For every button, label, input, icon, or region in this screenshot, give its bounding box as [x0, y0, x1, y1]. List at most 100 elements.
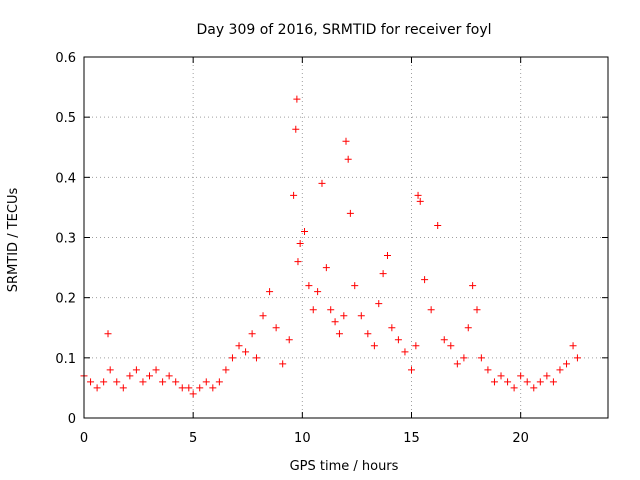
data-point: [104, 330, 112, 338]
data-point: [523, 378, 531, 386]
x-axis-label: GPS time / hours: [290, 459, 399, 474]
data-point: [252, 354, 260, 362]
data-point: [292, 125, 300, 133]
data-point: [113, 378, 121, 386]
data-point: [453, 360, 461, 368]
data-point: [351, 282, 359, 290]
data-point: [342, 137, 350, 145]
data-point: [285, 336, 293, 344]
data-point: [279, 360, 287, 368]
data-point: [318, 179, 326, 187]
data-point: [543, 372, 551, 380]
data-point: [242, 348, 250, 356]
data-point: [165, 372, 173, 380]
data-point: [401, 348, 409, 356]
data-point: [379, 270, 387, 278]
data-point: [100, 378, 108, 386]
data-point: [185, 384, 193, 392]
data-point: [119, 384, 127, 392]
data-point: [414, 191, 422, 199]
data-point: [209, 384, 217, 392]
data-point: [196, 384, 204, 392]
data-point: [484, 366, 492, 374]
data-point: [335, 330, 343, 338]
data-point: [259, 312, 267, 320]
data-point: [222, 366, 230, 374]
data-point: [309, 306, 317, 314]
data-point: [172, 378, 180, 386]
data-points: [80, 95, 581, 398]
data-point: [87, 378, 95, 386]
y-tick-label: 0.3: [55, 232, 76, 247]
data-point: [364, 330, 372, 338]
data-point: [440, 336, 448, 344]
data-point: [228, 354, 236, 362]
data-point: [322, 264, 330, 272]
data-point: [536, 378, 544, 386]
data-point: [549, 378, 557, 386]
y-axis-label: SRMTID / TECUs: [6, 188, 21, 293]
data-point: [202, 378, 210, 386]
y-tick-label: 0: [68, 412, 76, 427]
data-point: [293, 95, 301, 103]
data-point: [427, 306, 435, 314]
data-point: [473, 306, 481, 314]
data-point: [106, 366, 114, 374]
x-tick-label: 20: [512, 431, 529, 446]
data-point: [394, 336, 402, 344]
chart-title: Day 309 of 2016, SRMTID for receiver foy…: [196, 22, 491, 38]
data-point: [294, 258, 302, 266]
data-point: [497, 372, 505, 380]
data-point: [146, 372, 153, 380]
data-point: [460, 354, 468, 362]
data-point: [477, 354, 485, 362]
data-point: [573, 354, 581, 362]
data-point: [464, 324, 472, 332]
x-tick-label: 0: [80, 431, 88, 446]
x-tick-label: 15: [403, 431, 420, 446]
data-point: [517, 372, 525, 380]
plot-frame: [83, 56, 609, 419]
data-point: [152, 366, 160, 374]
data-point: [370, 342, 378, 350]
data-point: [383, 252, 391, 260]
data-point: [469, 282, 477, 290]
y-tick-label: 0.1: [55, 352, 76, 367]
y-tick-label: 0.4: [55, 171, 76, 186]
data-point: [340, 312, 348, 320]
axis-ticks: 0 0.1 0.2 0.3 0.4 0.5 0.6 0 5 10 15 20: [55, 51, 608, 446]
data-point: [290, 191, 298, 199]
data-point: [331, 318, 339, 326]
data-point: [93, 384, 101, 392]
y-tick-label: 0.6: [55, 51, 76, 66]
data-point: [235, 342, 243, 350]
data-point: [504, 378, 512, 386]
data-point: [272, 324, 280, 332]
data-point: [434, 221, 442, 229]
data-point: [314, 288, 322, 296]
y-tick-label: 0.5: [55, 111, 76, 126]
data-point: [510, 384, 518, 392]
data-point: [530, 384, 538, 392]
data-point: [189, 390, 197, 398]
data-point: [126, 372, 134, 380]
data-point: [357, 312, 365, 320]
data-point: [132, 366, 140, 374]
data-point: [327, 306, 335, 314]
data-point: [139, 378, 147, 386]
x-tick-label: 10: [294, 431, 311, 446]
data-point: [447, 342, 455, 350]
data-point: [569, 342, 577, 350]
data-point: [408, 366, 415, 374]
data-point: [375, 300, 383, 308]
data-point: [421, 276, 429, 284]
data-point: [296, 240, 304, 248]
data-point: [178, 384, 186, 392]
data-point: [388, 324, 396, 332]
data-point: [346, 209, 354, 217]
data-point: [215, 378, 223, 386]
data-point: [159, 378, 167, 386]
x-tick-label: 5: [189, 431, 197, 446]
data-point: [248, 330, 256, 338]
